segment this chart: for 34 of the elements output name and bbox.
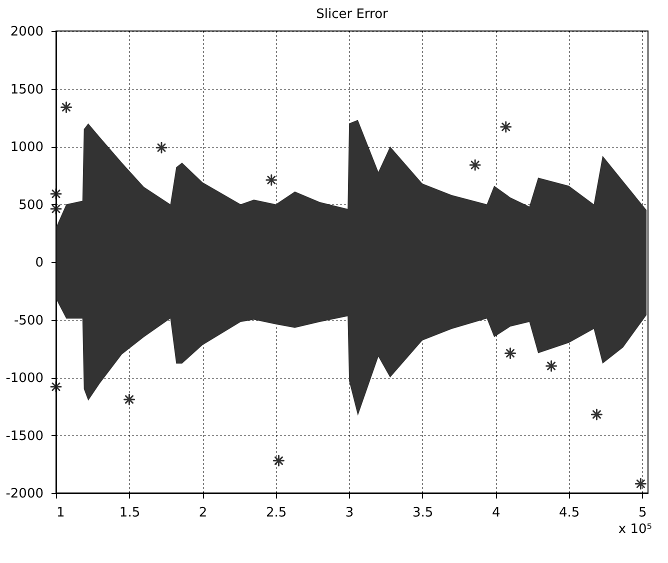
point xyxy=(546,360,558,372)
point xyxy=(156,142,168,154)
x-tick-label: 1.5 xyxy=(119,506,140,520)
y-tick-label: 2000 xyxy=(10,24,44,40)
point xyxy=(60,101,72,113)
x-tick-label: 2 xyxy=(198,506,208,520)
text: x 10⁵ xyxy=(618,522,652,537)
chart-title: Slicer Error xyxy=(316,7,389,22)
point xyxy=(272,454,284,466)
point xyxy=(266,174,278,186)
x-tick-label: 1 xyxy=(56,506,65,520)
x-tick-label: 5 xyxy=(638,506,647,520)
point xyxy=(50,188,62,200)
y-tick-label: -1500 xyxy=(6,428,44,444)
y-tick-label: 500 xyxy=(18,198,44,213)
y-tick-label: 1000 xyxy=(10,140,44,155)
y-tick-label: 0 xyxy=(35,256,44,270)
y-tick-label: -500 xyxy=(14,313,44,328)
point xyxy=(50,380,62,392)
x-tick-label: 4 xyxy=(492,506,500,520)
point xyxy=(124,394,136,406)
point xyxy=(590,408,602,420)
point xyxy=(634,478,646,490)
x-tick-label: 3.5 xyxy=(412,506,434,520)
x-tick-label: 3 xyxy=(345,506,354,520)
x-tick-label: 2.5 xyxy=(266,506,287,520)
y-tick-label: -2000 xyxy=(6,486,44,502)
point xyxy=(50,203,62,215)
point xyxy=(504,347,516,359)
x-tick-label: 4.5 xyxy=(559,506,580,520)
y-tick-label: 1500 xyxy=(10,82,44,98)
point xyxy=(469,159,481,171)
point xyxy=(500,121,512,133)
y-tick-label: -1000 xyxy=(6,371,44,386)
